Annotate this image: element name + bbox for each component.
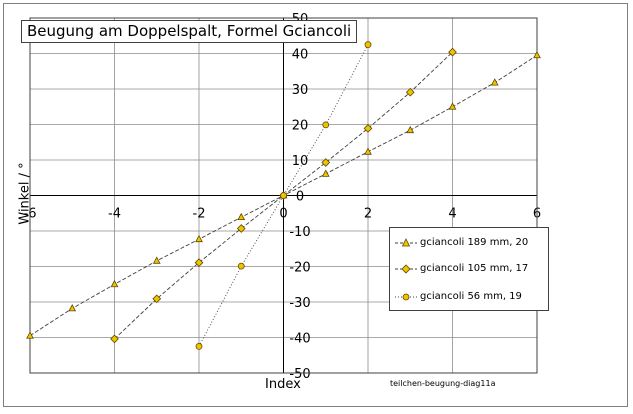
chart-title: Beugung am Doppelspalt, Formel Gciancoli bbox=[21, 20, 358, 43]
data-point-triangle bbox=[152, 256, 161, 264]
legend-marker-circle-icon bbox=[395, 293, 417, 301]
data-point-triangle bbox=[448, 102, 457, 110]
data-point-triangle bbox=[110, 279, 119, 288]
data-point-triangle bbox=[321, 169, 330, 177]
x-tick-label: -2 bbox=[193, 207, 206, 222]
legend: gciancoli 189 mm, 20 gciancoli 105 mm, 1… bbox=[389, 227, 549, 311]
legend-label: gciancoli 105 mm, 17 bbox=[420, 263, 529, 274]
legend-label: gciancoli 56 mm, 19 bbox=[420, 291, 522, 302]
x-tick-label: -4 bbox=[108, 207, 121, 222]
data-point-diamond bbox=[194, 258, 204, 267]
footnote-label: teilchen-beugung-diag11a bbox=[390, 379, 496, 388]
y-tick-label: 20 bbox=[292, 119, 309, 134]
data-point-diamond bbox=[152, 294, 162, 304]
data-point-diamond bbox=[110, 334, 119, 344]
data-point-diamond bbox=[448, 47, 457, 57]
data-point-triangle bbox=[533, 50, 541, 59]
chart-frame bbox=[3, 3, 628, 407]
data-point-triangle bbox=[490, 78, 499, 86]
data-point-circle bbox=[364, 41, 372, 49]
data-point-diamond bbox=[236, 224, 246, 233]
y-tick-label: -30 bbox=[289, 296, 310, 311]
data-point-diamond bbox=[321, 158, 331, 167]
series-line-3 bbox=[198, 44, 369, 347]
data-point-circle bbox=[322, 121, 330, 129]
legend-marker-triangle-icon bbox=[395, 238, 417, 247]
data-point-triangle bbox=[195, 234, 203, 243]
y-axis-label: Winkel / ° bbox=[17, 162, 33, 225]
y-tick-label: -20 bbox=[289, 261, 310, 276]
data-point-triangle bbox=[406, 125, 415, 134]
y-tick-label: -50 bbox=[289, 367, 310, 382]
legend-label: gciancoli 189 mm, 20 bbox=[420, 237, 529, 248]
data-point-circle bbox=[237, 262, 245, 270]
x-tick-label: 2 bbox=[364, 207, 372, 222]
y-tick-label: 40 bbox=[292, 48, 309, 63]
data-point-circle bbox=[195, 342, 203, 350]
data-point-diamond bbox=[363, 124, 373, 133]
legend-marker-diamond-icon bbox=[395, 264, 417, 274]
x-tick-label: 4 bbox=[448, 207, 456, 222]
series-line-2 bbox=[114, 51, 453, 340]
plot-border bbox=[29, 17, 538, 374]
y-tick-label: 30 bbox=[292, 83, 309, 98]
data-point-triangle bbox=[364, 147, 372, 155]
data-point-triangle bbox=[68, 304, 77, 312]
data-point-triangle bbox=[237, 212, 246, 221]
x-axis-label: Index bbox=[265, 377, 301, 392]
data-point-diamond bbox=[405, 87, 415, 97]
y-tick-label: -10 bbox=[289, 225, 310, 240]
data-point-circle bbox=[280, 192, 287, 199]
y-tick-label: -40 bbox=[289, 332, 310, 347]
data-point-triangle bbox=[26, 331, 34, 339]
y-tick-label: 0 bbox=[296, 190, 304, 205]
y-tick-label: 10 bbox=[292, 154, 309, 169]
